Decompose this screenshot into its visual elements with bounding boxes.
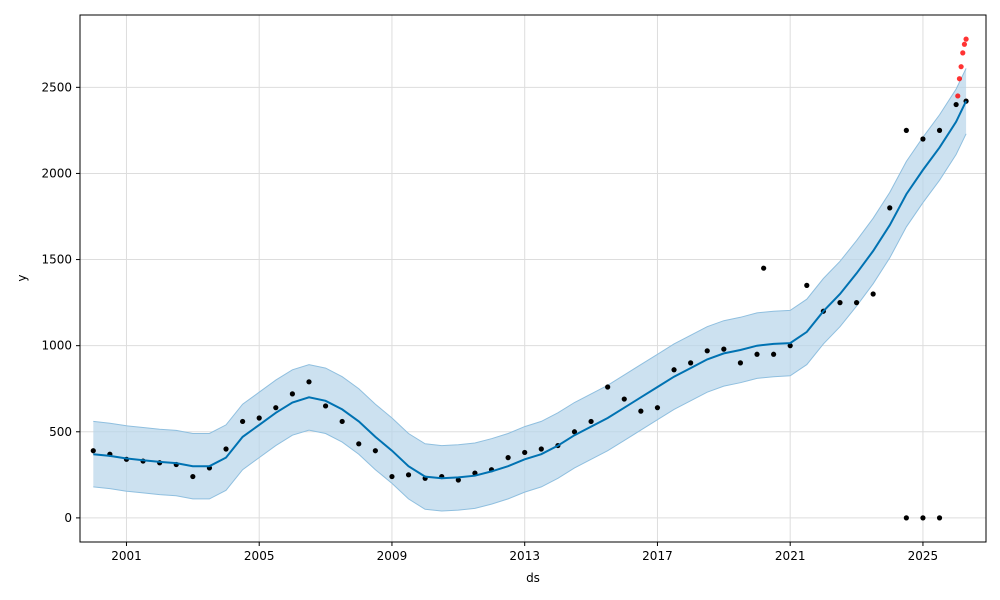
actual-point xyxy=(538,446,544,452)
actual-point xyxy=(837,300,843,306)
actual-point xyxy=(787,343,793,349)
actual-point xyxy=(405,472,412,478)
actual-point xyxy=(638,408,644,414)
actual-point xyxy=(761,265,767,271)
actual-point xyxy=(920,136,926,142)
x-tick-label: 2001 xyxy=(111,549,142,563)
actual-point xyxy=(754,351,760,357)
y-tick-label: 1000 xyxy=(41,339,72,353)
x-tick-label: 2009 xyxy=(377,549,408,563)
actual-point xyxy=(372,448,378,454)
actual-point xyxy=(737,360,744,366)
actual-point xyxy=(621,396,627,402)
interval-lower-edge xyxy=(93,133,967,512)
actual-point xyxy=(771,351,777,357)
x-axis-ticks: 2001 2005 2009 2013 2017 2021 2025 xyxy=(111,542,938,563)
actual-outlier-point xyxy=(903,515,909,521)
actual-point xyxy=(273,405,279,411)
actual-point xyxy=(389,473,395,480)
future-actual-point xyxy=(961,41,968,47)
actual-point xyxy=(804,282,810,288)
y-tick-label: 1500 xyxy=(41,253,72,267)
actual-point xyxy=(953,101,959,108)
actual-point xyxy=(571,429,578,435)
actual-point xyxy=(654,405,661,411)
x-tick-label: 2021 xyxy=(775,549,806,563)
actual-point xyxy=(339,418,345,425)
future-observations xyxy=(955,36,969,99)
x-tick-label: 2017 xyxy=(642,549,673,563)
plot-frame xyxy=(79,14,987,543)
actual-point xyxy=(721,346,727,352)
future-actual-point xyxy=(958,64,964,70)
actual-point xyxy=(90,448,96,454)
actual-point xyxy=(853,300,860,306)
y-tick-label: 500 xyxy=(49,425,72,439)
interval-upper-edge xyxy=(93,68,967,447)
actual-point xyxy=(870,291,876,297)
actual-point xyxy=(306,379,312,385)
actual-point xyxy=(936,127,943,133)
future-actual-point xyxy=(963,36,969,42)
y-tick-label: 2000 xyxy=(41,166,72,180)
y-axis-ticks: 0 500 1000 1500 2000 2500 xyxy=(41,80,80,525)
actual-point xyxy=(356,441,362,447)
uncertainty-interval-band xyxy=(93,68,967,512)
actual-point xyxy=(588,418,594,425)
actual-point xyxy=(256,415,262,421)
actual-point xyxy=(240,418,246,425)
actual-point xyxy=(322,403,329,409)
actual-point xyxy=(605,384,611,390)
x-tick-label: 2025 xyxy=(908,549,939,563)
actual-observations xyxy=(90,98,969,521)
x-tick-label: 2013 xyxy=(509,549,540,563)
actual-outlier-point xyxy=(936,515,943,521)
actual-point xyxy=(688,360,694,366)
x-axis-label: ds xyxy=(526,571,540,585)
y-tick-label: 2500 xyxy=(41,80,72,94)
actual-point xyxy=(223,446,229,452)
y-tick-label: 0 xyxy=(64,511,72,525)
actual-point xyxy=(903,127,909,133)
actual-outlier-point xyxy=(920,515,926,521)
actual-point xyxy=(190,473,196,480)
future-actual-point xyxy=(955,93,961,99)
future-actual-point xyxy=(956,76,963,82)
actual-point xyxy=(887,205,893,211)
x-tick-label: 2005 xyxy=(244,549,275,563)
actual-point xyxy=(289,391,295,397)
y-axis-label: y xyxy=(15,274,29,281)
actual-point xyxy=(505,455,511,461)
actual-point xyxy=(455,477,461,483)
forecast-line xyxy=(93,100,968,480)
future-actual-point xyxy=(960,50,966,56)
actual-point xyxy=(704,348,710,354)
actual-point xyxy=(522,449,528,456)
grid xyxy=(80,15,986,542)
actual-point xyxy=(671,367,677,373)
